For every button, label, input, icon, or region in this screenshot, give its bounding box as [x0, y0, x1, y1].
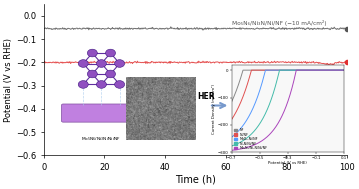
Text: Mo₅N₆/Ni₃N/Ni/NF (−10 mA/cm²): Mo₅N₆/Ni₃N/Ni/NF (−10 mA/cm²) — [232, 20, 326, 26]
Y-axis label: Potential (V vs RHE): Potential (V vs RHE) — [4, 38, 13, 122]
X-axis label: Time (h): Time (h) — [175, 175, 216, 185]
Text: Mo₅N₆/Ni₃N/Ni/NF (−100 mA/cm²): Mo₅N₆/Ni₃N/Ni/NF (−100 mA/cm²) — [232, 69, 330, 75]
Text: HER: HER — [197, 92, 215, 101]
